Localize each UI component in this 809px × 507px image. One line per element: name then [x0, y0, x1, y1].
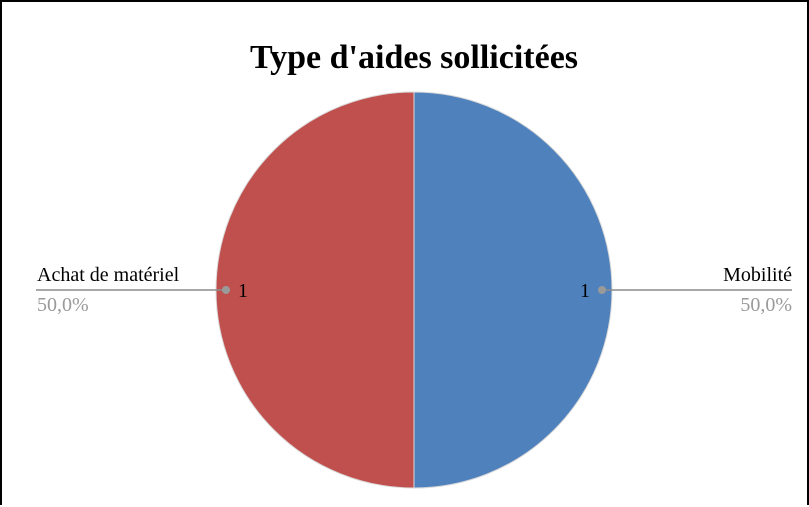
- category-label-mobilite: Mobilité: [723, 264, 792, 286]
- leader-dot-mobilite: [598, 286, 606, 294]
- category-label-achat-de-materiel: Achat de matériel: [37, 264, 180, 286]
- data-label-achat-de-materiel: 1: [238, 280, 248, 302]
- data-label-mobilite: 1: [580, 280, 590, 302]
- pie-labels: 1 Mobilité 50,0% 1 Achat de matériel 50,0%: [36, 264, 792, 316]
- percent-label-mobilite: 50,0%: [740, 294, 792, 316]
- percent-label-achat-de-materiel: 50,0%: [37, 294, 89, 316]
- chart-title: Type d'aides sollicitées: [250, 39, 578, 76]
- pie-slices: [215, 91, 613, 489]
- leader-dot-achat-de-materiel: [222, 286, 230, 294]
